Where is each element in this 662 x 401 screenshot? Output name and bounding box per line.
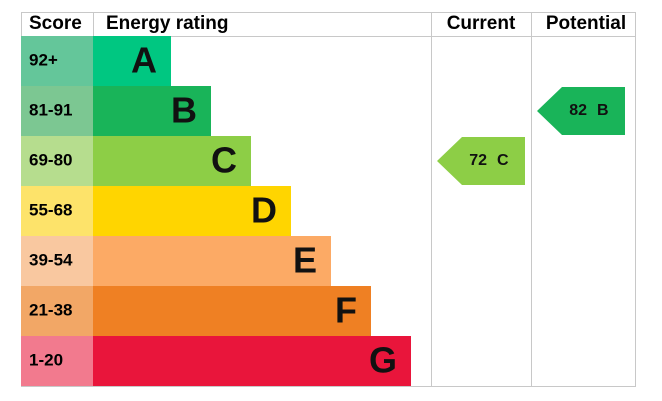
score-cell bbox=[21, 286, 93, 336]
rating-letter: D bbox=[251, 190, 277, 231]
potential-letter: B bbox=[597, 102, 609, 119]
score-label: 69-80 bbox=[29, 150, 72, 169]
current-arrow bbox=[437, 137, 525, 185]
rating-bar bbox=[93, 86, 211, 136]
score-label: 21-38 bbox=[29, 300, 72, 319]
rating-letter: A bbox=[131, 40, 157, 81]
rating-letter: F bbox=[335, 290, 357, 331]
score-cell bbox=[21, 236, 93, 286]
rating-bar bbox=[93, 336, 411, 386]
score-cell bbox=[21, 136, 93, 186]
rating-bar bbox=[93, 236, 331, 286]
rating-bar bbox=[93, 136, 251, 186]
score-label: 39-54 bbox=[29, 250, 73, 269]
potential-arrow bbox=[537, 87, 625, 135]
score-label: 92+ bbox=[29, 50, 58, 69]
rating-bar bbox=[93, 286, 371, 336]
rating-bar bbox=[93, 36, 171, 86]
header-potential: Potential bbox=[546, 13, 626, 34]
rating-letter: G bbox=[369, 340, 397, 381]
rating-letter: C bbox=[211, 140, 237, 181]
potential-value: 82 bbox=[569, 102, 587, 119]
score-cell bbox=[21, 36, 93, 86]
rating-letter: B bbox=[171, 90, 197, 131]
header-score: Score bbox=[29, 13, 82, 34]
score-cell bbox=[21, 86, 93, 136]
current-letter: C bbox=[497, 152, 509, 169]
rating-bar bbox=[93, 186, 291, 236]
header-energy-rating: Energy rating bbox=[106, 13, 228, 34]
score-label: 1-20 bbox=[29, 350, 63, 369]
score-label: 55-68 bbox=[29, 200, 72, 219]
score-cell bbox=[21, 186, 93, 236]
current-value: 72 bbox=[469, 152, 487, 169]
score-cell bbox=[21, 336, 93, 386]
score-label: 81-91 bbox=[29, 100, 72, 119]
header-current: Current bbox=[447, 13, 516, 34]
rating-letter: E bbox=[293, 240, 317, 281]
